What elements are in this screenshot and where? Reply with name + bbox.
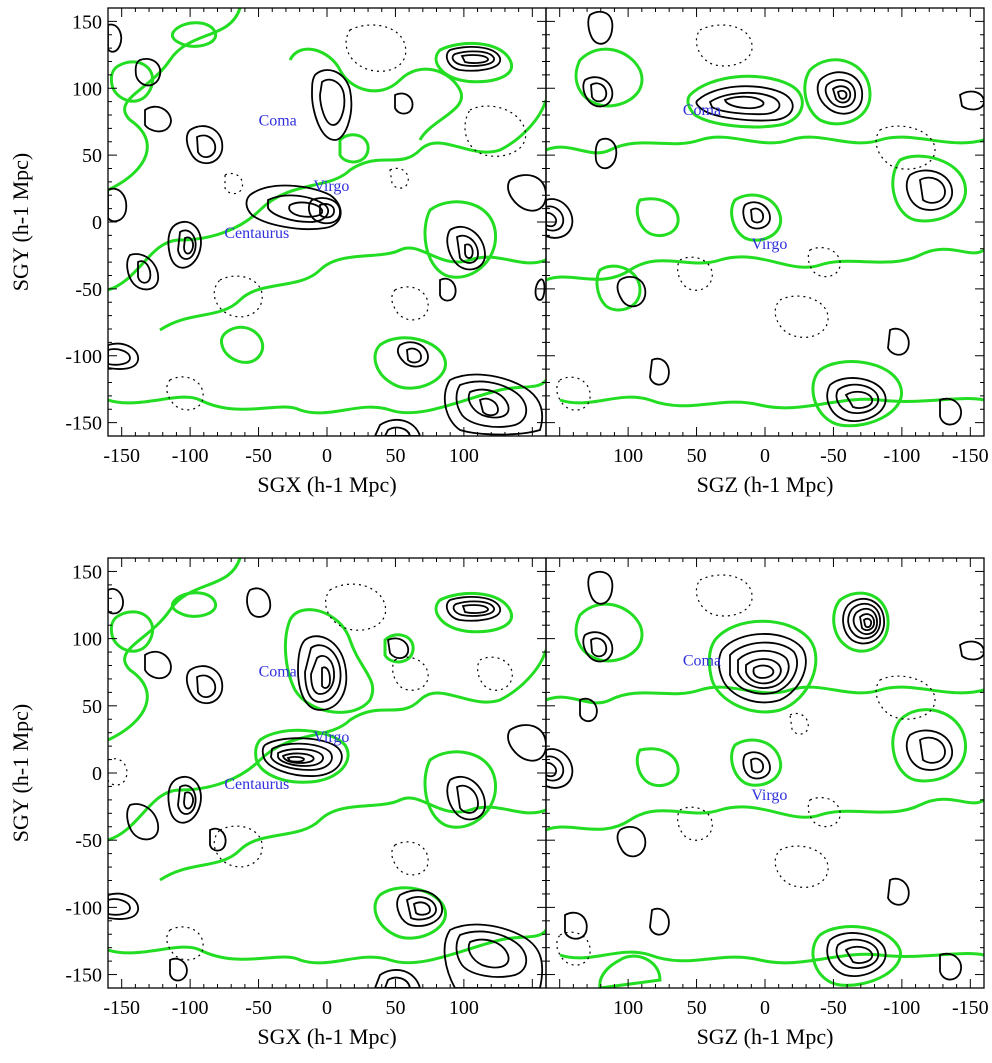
contours-top-left — [108, 8, 546, 436]
annotation-centaurus: Centaurus — [224, 776, 289, 793]
panel-bottom-right — [545, 557, 985, 989]
x-tick-label: 100 — [449, 445, 479, 467]
y-tick-label: 100 — [72, 78, 102, 100]
panel-top-right — [545, 7, 985, 437]
y-axis-title: SGY (h-1 Mpc) — [8, 704, 33, 843]
x-tick-label: -100 — [884, 445, 921, 467]
y-axis-title: SGY (h-1 Mpc) — [8, 153, 33, 292]
x-tick-label: -150 — [952, 445, 989, 467]
positive-contours — [108, 23, 546, 436]
x-tick-label: -50 — [245, 445, 272, 467]
y-tick-label: -150 — [65, 413, 102, 435]
contours-bottom-right — [546, 570, 984, 988]
x-axis-title: SGZ (h-1 Mpc) — [697, 472, 834, 497]
x-tick-label: -100 — [172, 997, 209, 1019]
x-tick-label: -50 — [820, 997, 847, 1019]
x-axis-title: SGX (h-1 Mpc) — [257, 472, 396, 497]
annotation-coma: Coma — [259, 113, 297, 130]
x-tick-label: 50 — [385, 445, 405, 467]
annotation-virgo: Virgo — [751, 787, 787, 804]
x-tick-label: 50 — [385, 997, 405, 1019]
y-tick-label: 150 — [72, 11, 102, 33]
y-tick-label: -50 — [75, 830, 102, 852]
positive-contours — [546, 10, 984, 426]
negative-contours — [166, 24, 527, 411]
panel-bottom-left — [107, 557, 547, 989]
y-tick-label: -150 — [65, 965, 102, 987]
y-tick-label: -50 — [75, 279, 102, 301]
annotation-virgo: Virgo — [751, 236, 787, 253]
x-tick-label: -100 — [172, 445, 209, 467]
x-tick-label: 50 — [687, 445, 707, 467]
x-tick-label: 100 — [613, 445, 643, 467]
y-tick-label: 0 — [92, 212, 102, 234]
plot-frame — [107, 7, 547, 437]
contours-bottom-left — [108, 558, 546, 988]
y-tick-label: 50 — [82, 145, 102, 167]
zero-contours — [108, 8, 546, 415]
y-tick-label: -100 — [65, 346, 102, 368]
x-axis-title: SGZ (h-1 Mpc) — [697, 1024, 834, 1049]
axes-layer: -150 -100 -50 0 50 100 150 100 50 0 -50 -100 -150 SGX… — [8, 7, 989, 1049]
negative-contours — [108, 583, 513, 961]
x-tick-label: 0 — [760, 997, 770, 1019]
annotation-centaurus: Centaurus — [224, 225, 289, 242]
annotation-coma: Coma — [683, 653, 721, 670]
negative-contours — [556, 24, 936, 411]
x-tick-label: -150 — [952, 997, 989, 1019]
x-tick-label: -150 — [103, 997, 140, 1019]
negative-contours — [556, 574, 936, 966]
contours-top-right — [546, 10, 984, 428]
annotation-virgo: Virgo — [313, 729, 349, 746]
x-tick-label: -100 — [884, 997, 921, 1019]
y-tick-label: 50 — [82, 696, 102, 718]
panel-top-left — [107, 7, 547, 437]
zero-contours — [108, 558, 546, 965]
x-tick-label: 100 — [613, 997, 643, 1019]
x-tick-label: 100 — [449, 997, 479, 1019]
positive-contours — [108, 587, 546, 988]
y-tick-label: 100 — [72, 629, 102, 651]
x-tick-label: 0 — [322, 445, 332, 467]
annotation-coma: Coma — [259, 663, 297, 680]
x-tick-label: 0 — [760, 445, 770, 467]
y-tick-label: 150 — [72, 561, 102, 583]
annotation-coma: Coma — [683, 102, 721, 119]
annotation-virgo: Virgo — [313, 178, 349, 195]
x-axis-title: SGX (h-1 Mpc) — [257, 1024, 396, 1049]
x-tick-label: 50 — [687, 997, 707, 1019]
x-tick-label: -150 — [103, 445, 140, 467]
y-tick-label: 0 — [92, 763, 102, 785]
y-tick-label: -100 — [65, 897, 102, 919]
x-tick-label: -50 — [820, 445, 847, 467]
positive-contours — [546, 570, 984, 981]
zero-contours — [546, 591, 984, 988]
zero-contours — [546, 47, 984, 428]
x-tick-label: 0 — [322, 997, 332, 1019]
x-tick-label: -50 — [245, 997, 272, 1019]
